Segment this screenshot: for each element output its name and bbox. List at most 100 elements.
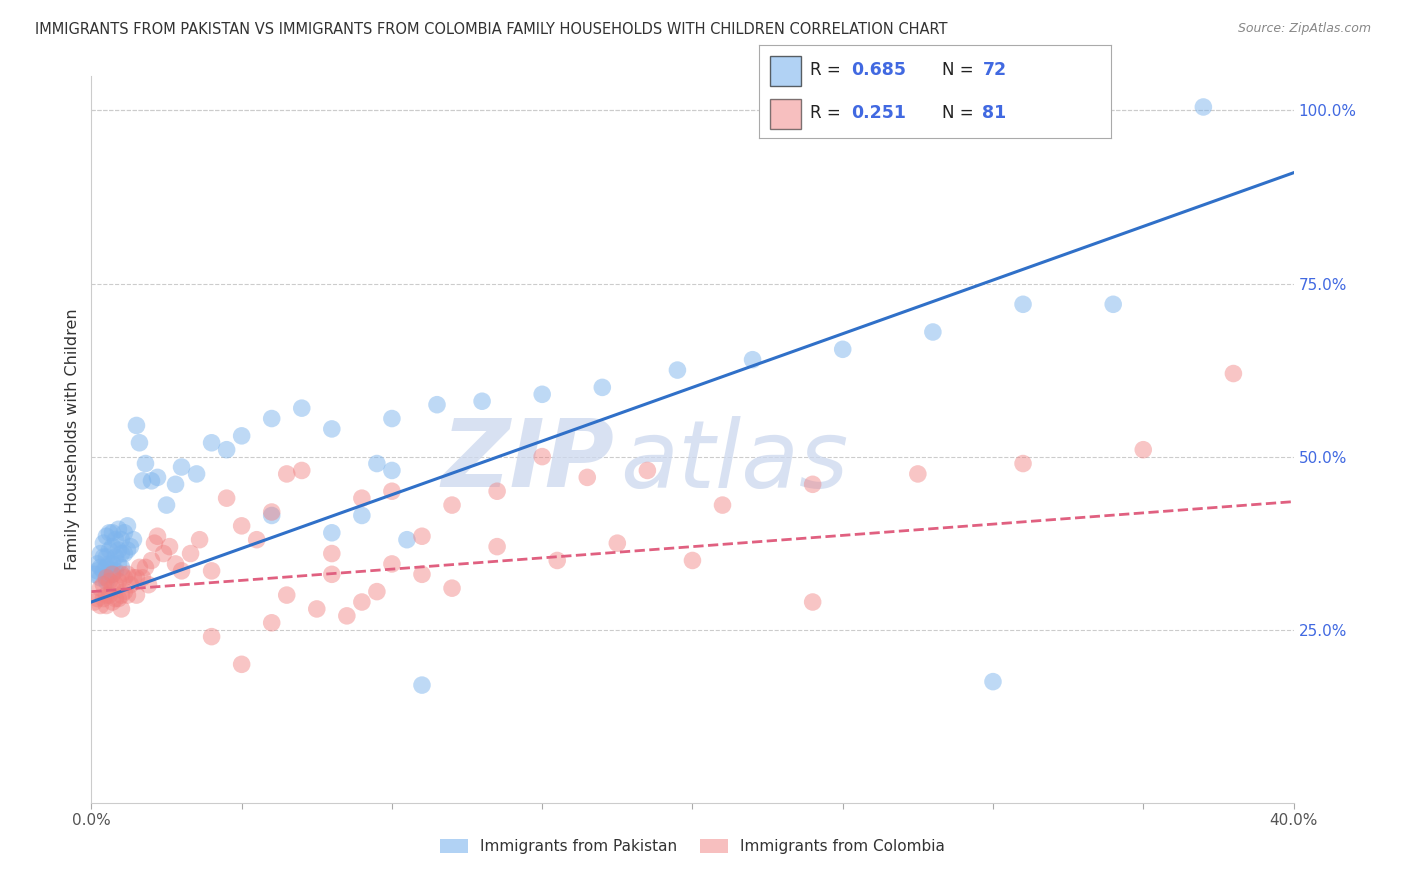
Point bbox=[260, 505, 283, 519]
Point bbox=[110, 547, 132, 561]
Point bbox=[117, 588, 139, 602]
Point bbox=[89, 599, 111, 613]
Point bbox=[101, 567, 124, 582]
Point bbox=[366, 457, 388, 471]
Point bbox=[146, 529, 169, 543]
Point bbox=[440, 498, 463, 512]
Point bbox=[170, 564, 193, 578]
Point bbox=[411, 529, 433, 543]
Point bbox=[801, 595, 824, 609]
Point bbox=[86, 557, 108, 571]
Point bbox=[591, 380, 613, 394]
Point bbox=[101, 557, 124, 571]
Point bbox=[276, 467, 298, 481]
Point bbox=[96, 588, 118, 602]
Point bbox=[122, 533, 145, 547]
Point bbox=[576, 470, 599, 484]
Point bbox=[128, 435, 150, 450]
Point bbox=[1012, 457, 1035, 471]
Point bbox=[711, 498, 734, 512]
Point bbox=[114, 571, 136, 585]
Point bbox=[215, 442, 238, 457]
Point bbox=[98, 525, 121, 540]
Point bbox=[107, 522, 129, 536]
Point bbox=[170, 460, 193, 475]
Text: N =: N = bbox=[942, 103, 979, 121]
Point bbox=[93, 578, 115, 592]
Point bbox=[395, 533, 418, 547]
Point bbox=[101, 525, 124, 540]
Point bbox=[231, 519, 253, 533]
Point bbox=[165, 557, 187, 571]
Point bbox=[381, 463, 404, 477]
Point bbox=[531, 387, 554, 401]
Point bbox=[86, 591, 108, 606]
Point bbox=[321, 422, 343, 436]
Point bbox=[186, 467, 208, 481]
Point bbox=[107, 591, 129, 606]
Point bbox=[201, 630, 224, 644]
Point bbox=[180, 547, 202, 561]
Point bbox=[93, 591, 115, 606]
Point bbox=[440, 581, 463, 595]
Point bbox=[117, 543, 139, 558]
Text: ZIP: ZIP bbox=[441, 415, 614, 508]
Point bbox=[831, 343, 853, 357]
Point bbox=[922, 325, 945, 339]
Point bbox=[231, 429, 253, 443]
Point bbox=[471, 394, 494, 409]
Point bbox=[681, 553, 703, 567]
Point bbox=[486, 540, 509, 554]
Point bbox=[531, 450, 554, 464]
Point bbox=[128, 560, 150, 574]
Point bbox=[143, 536, 166, 550]
Point bbox=[110, 533, 132, 547]
Point bbox=[101, 581, 124, 595]
Point bbox=[636, 463, 658, 477]
Point bbox=[1222, 367, 1244, 381]
Point bbox=[89, 547, 111, 561]
Point bbox=[114, 525, 136, 540]
Point bbox=[188, 533, 211, 547]
Point bbox=[96, 571, 118, 585]
Point bbox=[93, 536, 115, 550]
Point bbox=[114, 547, 136, 561]
Point bbox=[107, 543, 129, 558]
Point bbox=[1192, 100, 1215, 114]
Legend: Immigrants from Pakistan, Immigrants from Colombia: Immigrants from Pakistan, Immigrants fro… bbox=[434, 833, 950, 861]
Point bbox=[350, 508, 373, 523]
Point bbox=[260, 615, 283, 630]
Point bbox=[336, 608, 359, 623]
Point bbox=[381, 484, 404, 499]
Point bbox=[110, 602, 132, 616]
Point bbox=[110, 560, 132, 574]
Point bbox=[104, 533, 127, 547]
Point bbox=[98, 543, 121, 558]
Point bbox=[96, 549, 118, 564]
Point bbox=[411, 678, 433, 692]
Point bbox=[101, 567, 124, 582]
Point bbox=[546, 553, 568, 567]
Point bbox=[83, 567, 105, 582]
Text: 0.251: 0.251 bbox=[851, 103, 905, 121]
Point bbox=[907, 467, 929, 481]
Text: R =: R = bbox=[810, 103, 846, 121]
Point bbox=[321, 525, 343, 540]
Point bbox=[117, 519, 139, 533]
Point bbox=[96, 560, 118, 574]
Point bbox=[381, 411, 404, 425]
Point bbox=[666, 363, 689, 377]
Point bbox=[98, 588, 121, 602]
Point bbox=[141, 553, 163, 567]
Point bbox=[125, 571, 148, 585]
Point bbox=[231, 657, 253, 672]
Point bbox=[98, 557, 121, 571]
Point bbox=[155, 498, 177, 512]
Point bbox=[98, 574, 121, 589]
Point bbox=[201, 435, 224, 450]
Point bbox=[159, 540, 181, 554]
Point bbox=[276, 588, 298, 602]
Point bbox=[104, 549, 127, 564]
Point bbox=[152, 547, 174, 561]
Point bbox=[114, 584, 136, 599]
